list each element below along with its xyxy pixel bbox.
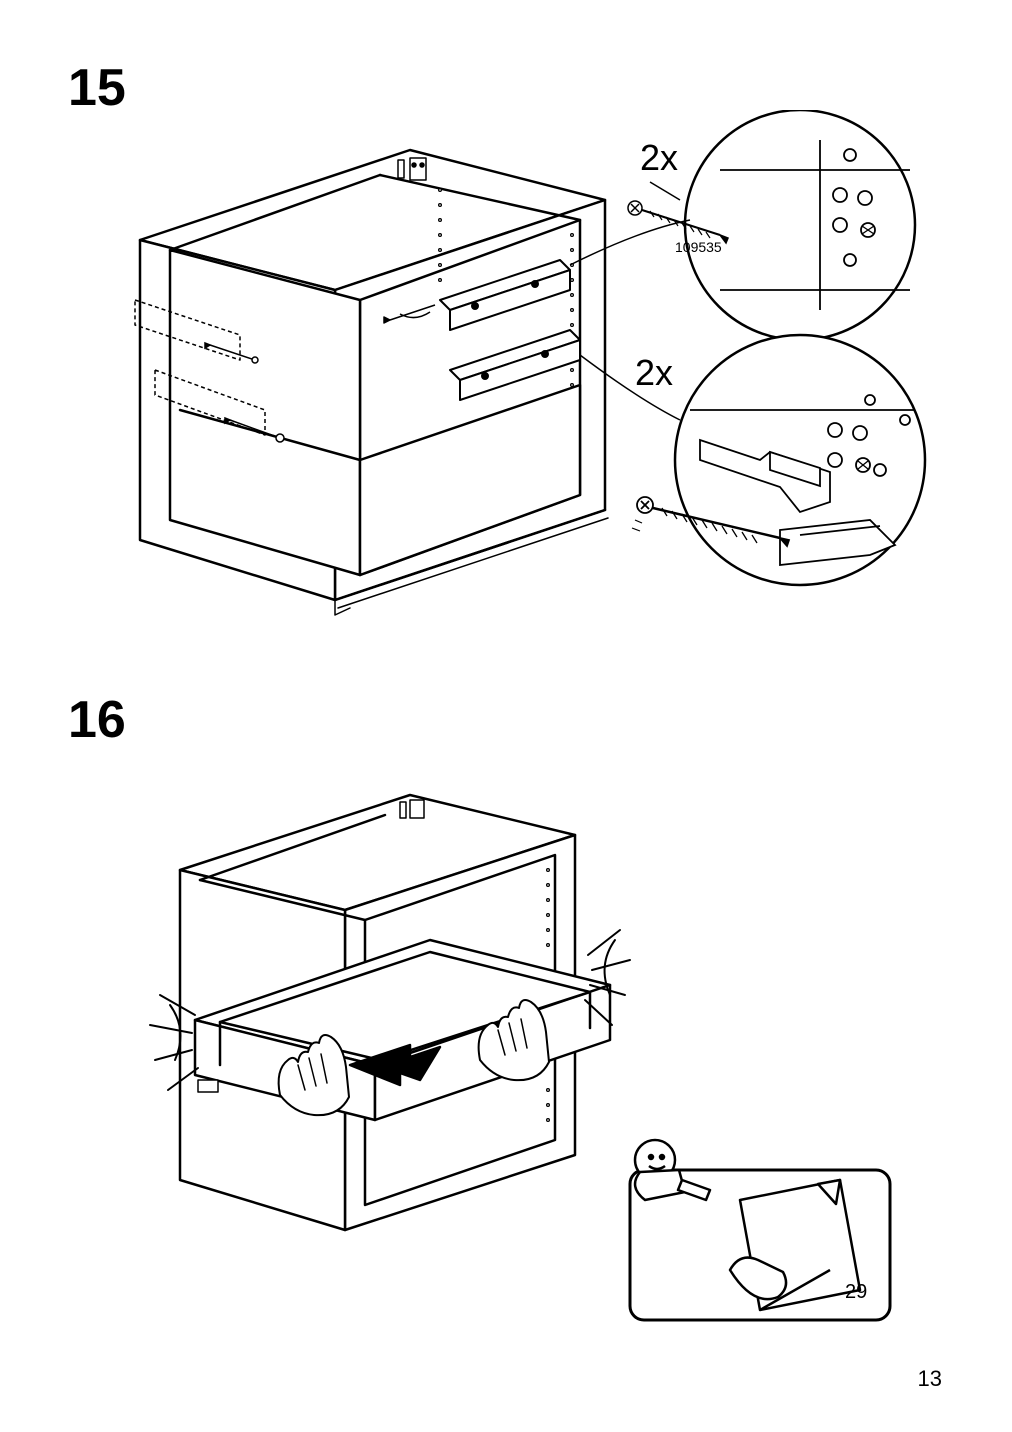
page-number: 13 <box>918 1366 942 1392</box>
qty-bottom: 2x <box>635 352 673 393</box>
part-number-top: 109535 <box>675 239 722 255</box>
step-15-illustration: 2x 109535 <box>80 110 940 660</box>
step-16-illustration: 29 <box>100 760 920 1340</box>
booklet-page-ref: 29 <box>845 1281 867 1303</box>
step-16-number: 16 <box>68 690 126 750</box>
step-15-number: 15 <box>68 58 126 118</box>
assembly-page: 15 <box>0 0 1012 1432</box>
qty-top: 2x <box>640 137 678 178</box>
